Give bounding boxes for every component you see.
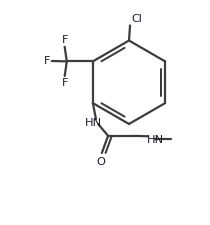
Text: HN: HN (85, 117, 102, 128)
Text: Cl: Cl (131, 14, 142, 24)
Text: F: F (44, 56, 50, 66)
Text: HN: HN (147, 135, 164, 145)
Text: O: O (97, 157, 105, 167)
Text: F: F (62, 78, 68, 88)
Text: F: F (62, 35, 68, 45)
